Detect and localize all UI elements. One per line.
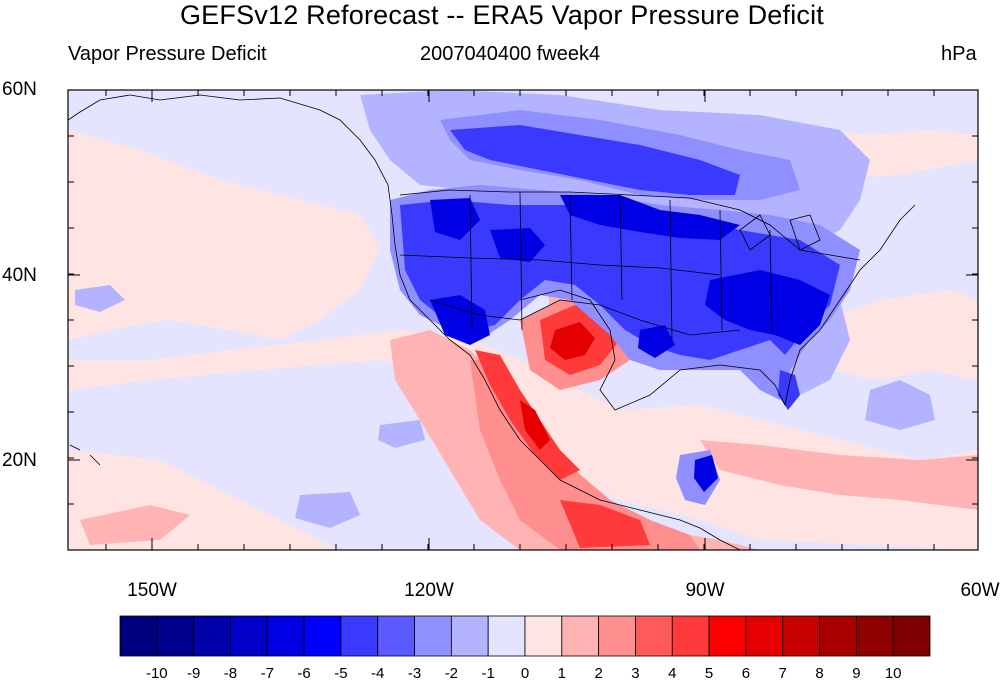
vpd-region-light-blue — [378, 420, 425, 448]
colorbar-swatch — [303, 615, 342, 657]
vpd-region-blue — [450, 125, 740, 195]
colorbar-label: 6 — [741, 665, 751, 682]
colorbar-label: 2 — [594, 665, 603, 682]
vpd-region-light-blue — [295, 492, 360, 528]
colorbar-label: 9 — [852, 665, 861, 682]
vpd-region-pink — [68, 130, 380, 340]
colorbar-label: -8 — [223, 665, 238, 682]
colorbar-label: -6 — [297, 665, 311, 682]
colorbar-swatch — [782, 615, 820, 657]
colorbar-swatch — [414, 615, 452, 657]
vpd-field — [68, 90, 978, 550]
lon-tick-label: 150W — [127, 580, 177, 601]
colorbar-label: -10 — [145, 665, 168, 682]
colorbar-swatch — [892, 615, 931, 657]
colorbar-swatch — [819, 615, 857, 657]
vpd-region-pink — [800, 290, 978, 380]
left-subtitle: Vapor Pressure Deficit — [68, 43, 267, 65]
colorbar-swatch — [156, 615, 195, 657]
vpd-region-deep-blue — [560, 195, 740, 240]
vpd-region-deep-blue — [430, 198, 480, 240]
vpd-region-deep-blue — [430, 295, 490, 345]
units-label: hPa — [941, 43, 977, 65]
axis-ticks — [68, 89, 979, 550]
vpd-region-deep-red — [520, 400, 550, 450]
lat-tick-label: 20N — [2, 450, 37, 471]
vpd-region-red — [560, 500, 650, 548]
vpd-region-red-light — [470, 360, 700, 550]
colorbar-swatch — [855, 615, 894, 657]
vpd-region-salmon — [80, 505, 190, 545]
colorbar-swatch — [340, 615, 379, 657]
colorbar-label: -3 — [407, 665, 422, 682]
colorbar-label: 5 — [704, 665, 714, 682]
colorbar-swatch — [708, 615, 747, 657]
lon-tick-label: 60W — [960, 580, 1000, 601]
coastlines — [68, 94, 916, 550]
colorbar-label: 3 — [631, 665, 640, 682]
colorbar-label: -1 — [481, 665, 495, 682]
colorbar-swatch — [671, 615, 710, 657]
colorbar-swatch — [635, 615, 673, 657]
lon-tick-label: 120W — [404, 580, 454, 601]
vpd-region-pink — [68, 330, 978, 550]
colorbar — [119, 615, 931, 657]
colorbar-label: -4 — [371, 665, 385, 682]
colorbar-label: 8 — [815, 665, 824, 682]
lon-tick-label: 90W — [685, 580, 725, 601]
colorbar-swatch — [450, 615, 489, 657]
colorbar-label: 1 — [557, 665, 566, 682]
colorbar-swatch — [119, 615, 158, 657]
colorbar-label: 4 — [668, 665, 677, 682]
colorbar-label: -5 — [334, 665, 348, 682]
colorbar-swatch — [745, 615, 784, 657]
vpd-region-deep-red — [550, 322, 595, 360]
colorbar-label: 0 — [520, 665, 530, 682]
colorbar-swatch — [266, 615, 305, 657]
vpd-region-blue — [778, 370, 800, 410]
colorbar-label: 7 — [778, 665, 787, 682]
vpd-region-deep-blue — [694, 455, 718, 492]
colorbar-swatch — [561, 615, 600, 657]
vpd-region-light-blue — [75, 285, 125, 312]
colorbar-label: -9 — [186, 665, 201, 682]
chart-title: GEFSv12 Reforecast -- ERA5 Vapor Pressur… — [179, 0, 825, 30]
center-subtitle: 2007040400 fweek4 — [420, 43, 601, 65]
colorbar-swatch — [524, 615, 563, 657]
lat-tick-label: 40N — [2, 265, 37, 286]
colorbar-swatch — [230, 615, 268, 657]
colorbar-label: -2 — [444, 665, 459, 682]
vpd-region-deep-blue — [638, 325, 675, 358]
colorbar-swatch — [193, 615, 231, 657]
colorbar-swatch — [487, 615, 526, 657]
colorbar-swatch — [598, 615, 636, 657]
vpd-region-light-blue — [865, 380, 935, 430]
vpd-region-salmon — [700, 440, 978, 510]
colorbar-label: 10 — [884, 665, 902, 682]
colorbar-label: -7 — [260, 665, 274, 682]
vpd-region-deep-blue — [490, 228, 545, 262]
lat-tick-label: 60N — [2, 79, 37, 100]
colorbar-swatch — [377, 615, 415, 657]
vpd-region-deep-blue — [705, 270, 830, 345]
